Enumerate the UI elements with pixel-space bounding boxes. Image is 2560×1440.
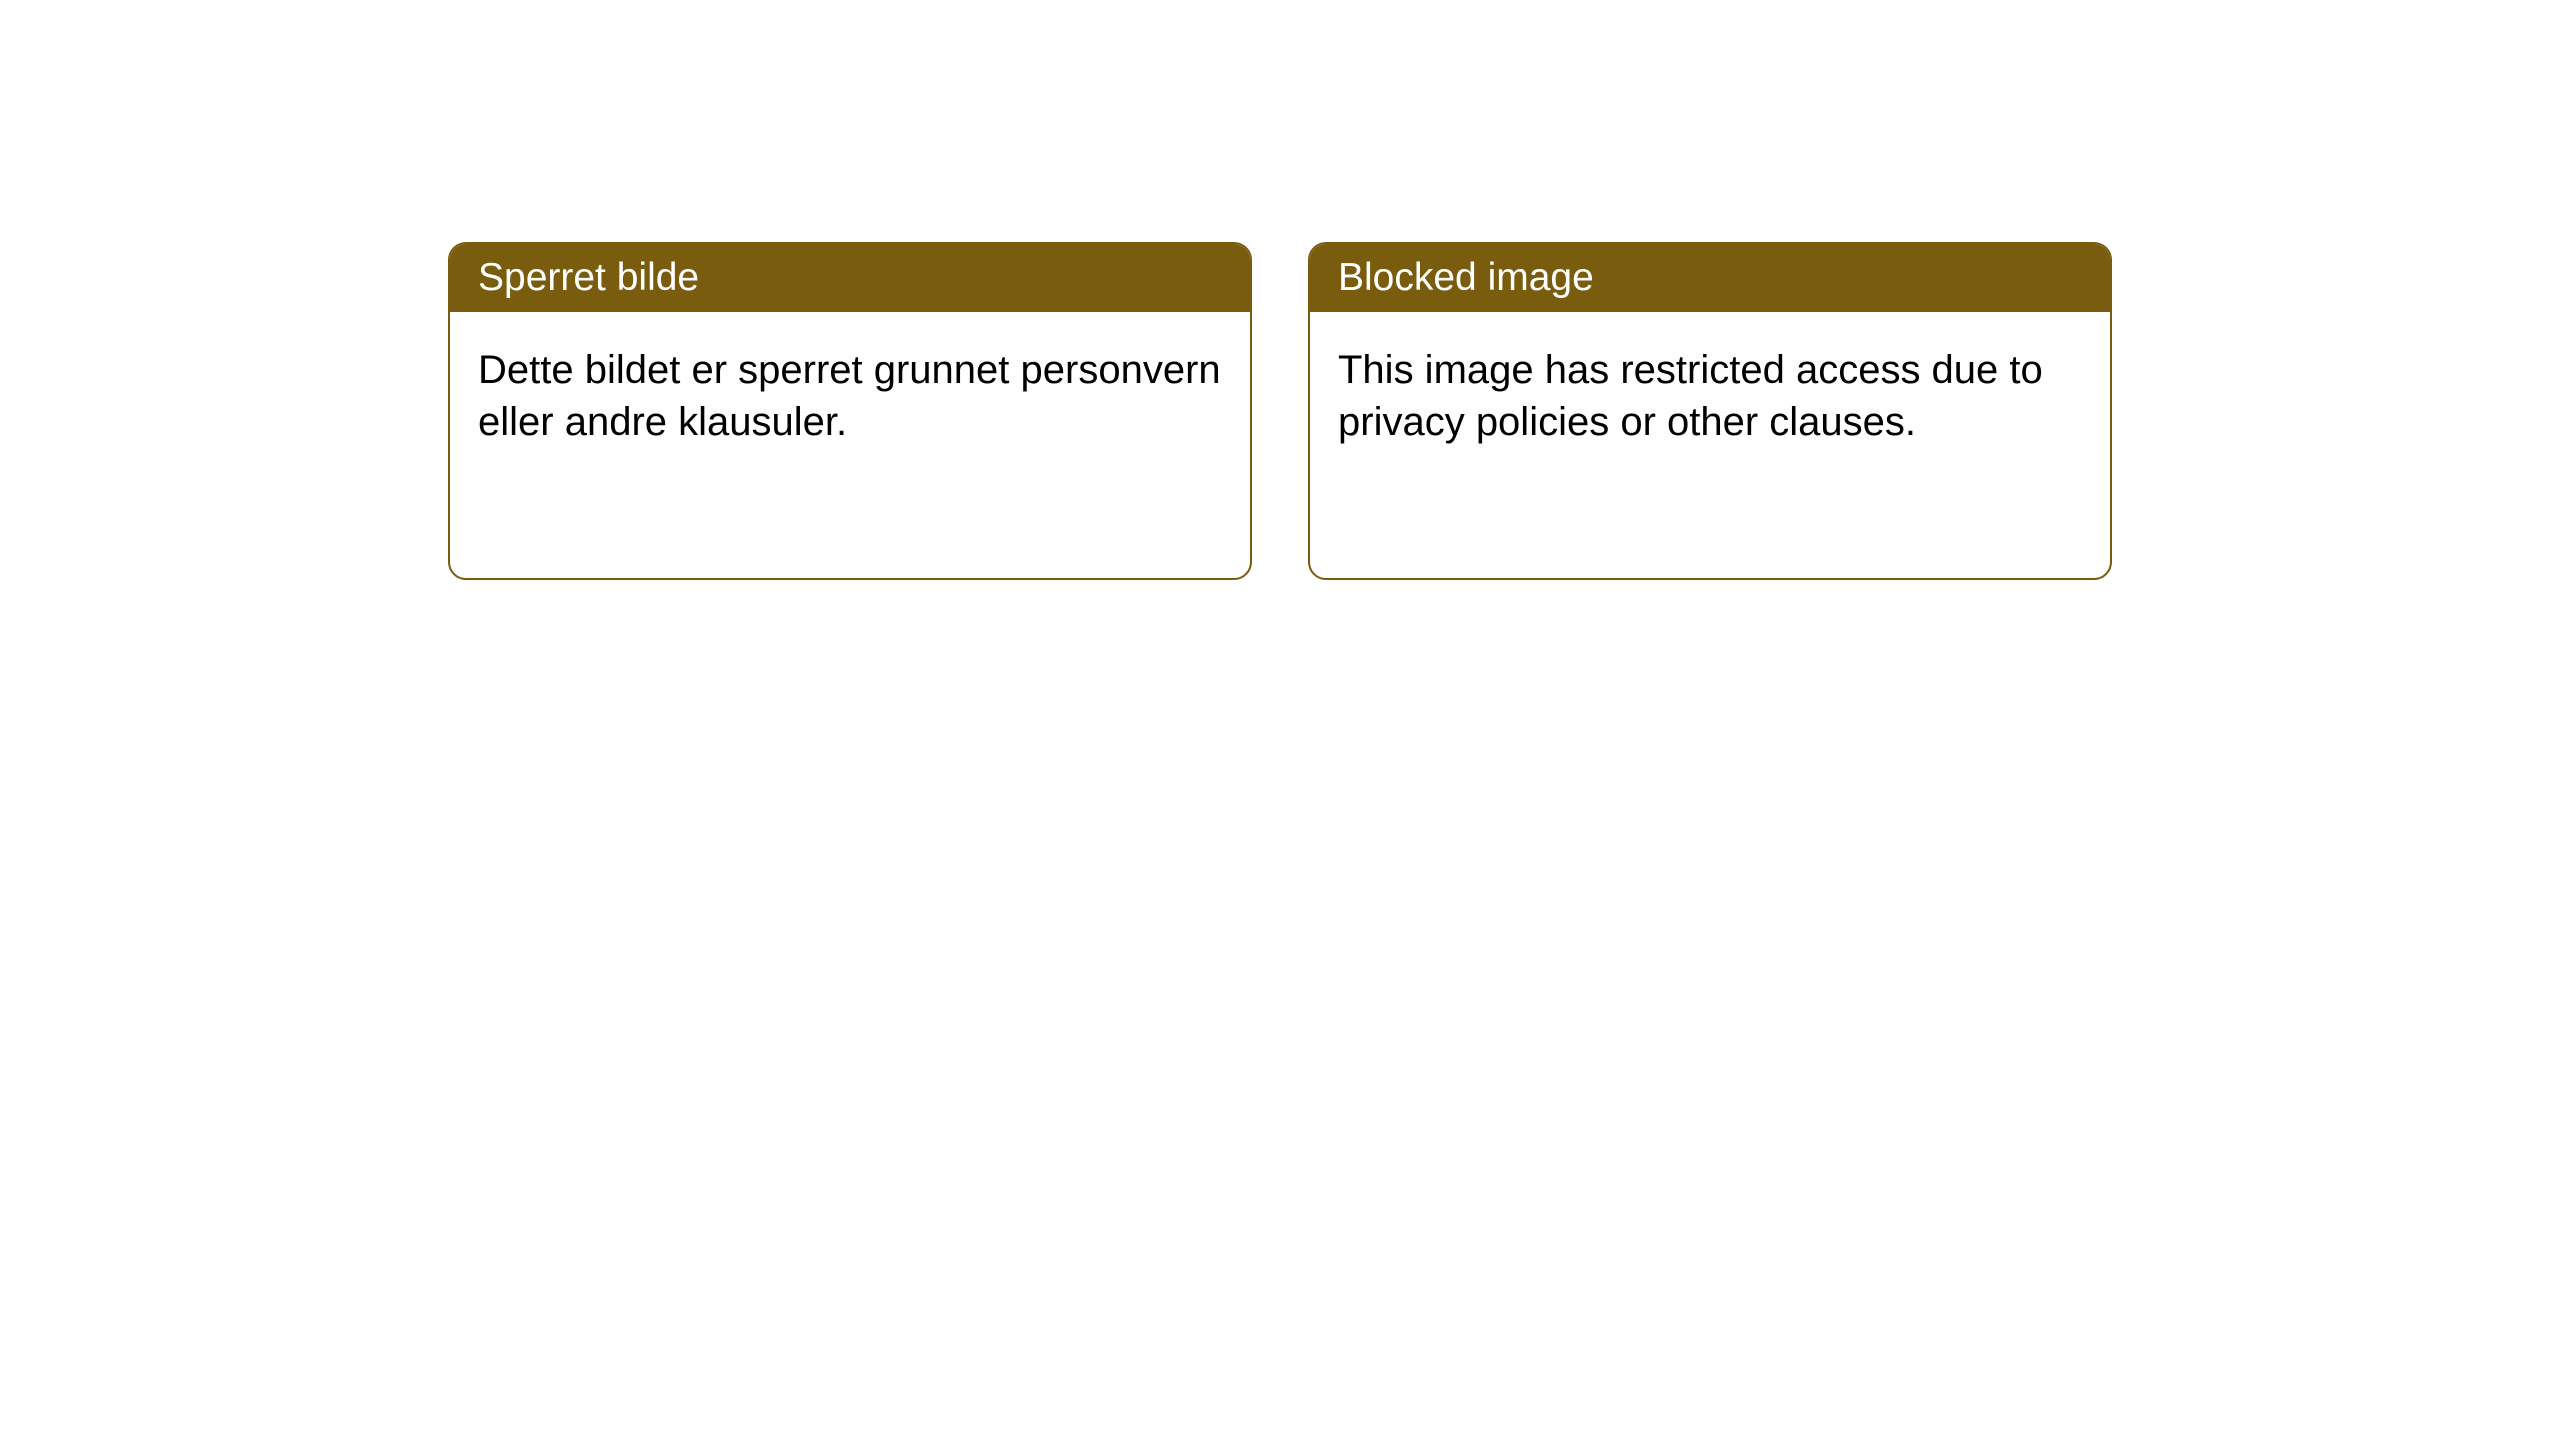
card-body: Dette bildet er sperret grunnet personve… <box>450 312 1250 480</box>
blocked-image-card-en: Blocked image This image has restricted … <box>1308 242 2112 580</box>
blocked-image-card-no: Sperret bilde Dette bildet er sperret gr… <box>448 242 1252 580</box>
card-body: This image has restricted access due to … <box>1310 312 2110 480</box>
card-header: Sperret bilde <box>450 244 1250 312</box>
notice-container: Sperret bilde Dette bildet er sperret gr… <box>0 0 2560 580</box>
card-header: Blocked image <box>1310 244 2110 312</box>
